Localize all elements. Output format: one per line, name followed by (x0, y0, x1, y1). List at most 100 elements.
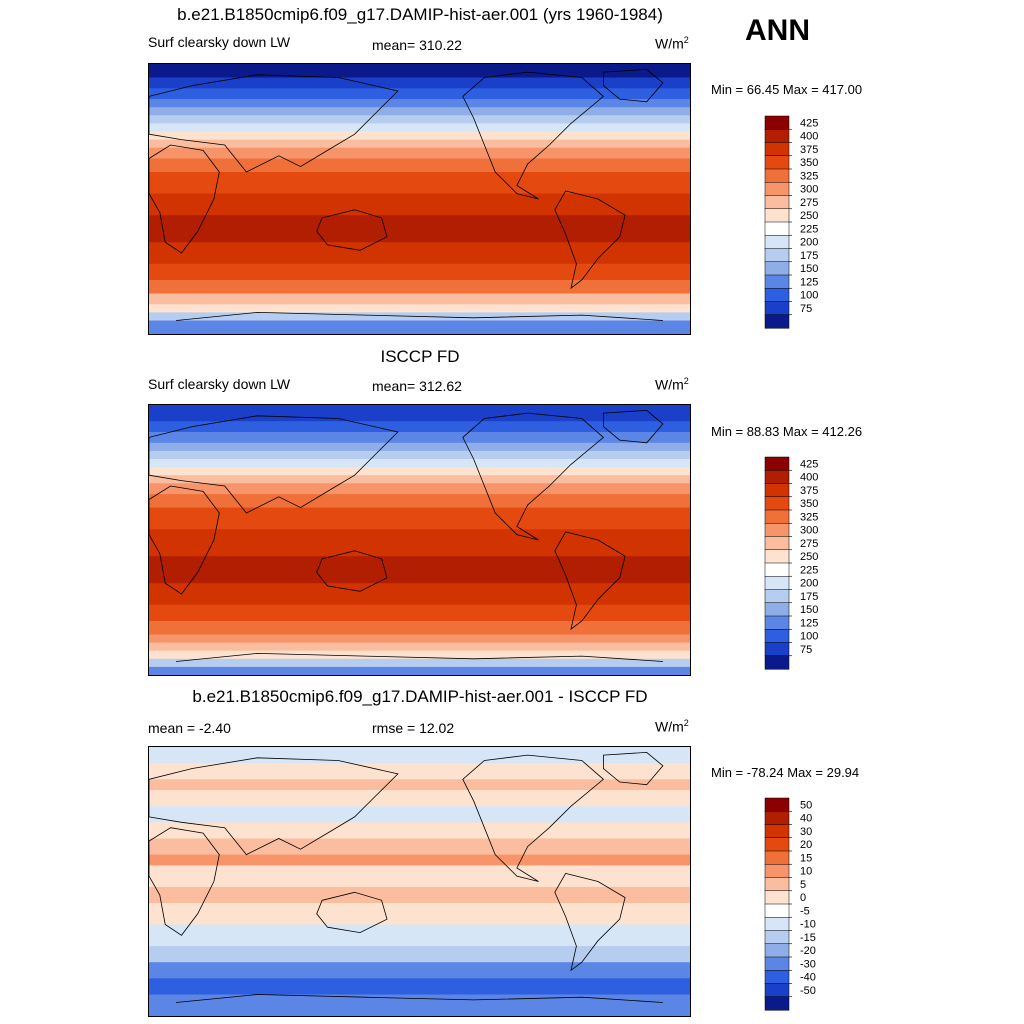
panel-2-colorbar-label-13: 100 (800, 631, 818, 643)
panel-2-band-18 (149, 650, 690, 660)
panel-3-band-7 (149, 854, 690, 866)
panel-2-coastline-2 (602, 409, 664, 444)
panel-1-colorbar-label-2: 375 (800, 144, 818, 156)
panel-1-band-3 (149, 99, 690, 108)
panel-1-colorbar-label-13: 100 (800, 290, 818, 302)
panel-1-colorbar-label-3: 350 (800, 157, 818, 169)
panel-1-band-9 (149, 147, 690, 159)
panel-2-colorbar-box-0 (764, 456, 790, 471)
panel-1-coastline-0 (462, 71, 605, 200)
panel-2-colorbar-box-13 (764, 629, 790, 644)
panel-3-colorbar-box-1 (764, 811, 790, 826)
panel-2-colorbar-box-9 (764, 576, 790, 591)
panel-2-colorbar-box-10 (764, 589, 790, 604)
panel-2-band-15 (149, 621, 690, 635)
panel-2-colorbar-box-14 (764, 642, 790, 657)
panel-3-colorbar-label-3: 20 (800, 839, 812, 851)
panel-1-colorbar-box-5 (764, 182, 790, 197)
panel-2-mean-label: mean= 312.62 (372, 378, 462, 394)
panel-1-coastline-2 (602, 68, 664, 103)
panel-3-band-15 (149, 994, 690, 1016)
panel-1-colorbar-box-12 (764, 274, 790, 289)
panel-1-colorbar-label-12: 125 (800, 276, 818, 288)
panel-2-band-17 (149, 642, 690, 652)
panel-2-coastline-1 (554, 531, 626, 631)
panel-2-band-11 (149, 529, 690, 557)
panel-1-coastline-1 (554, 190, 626, 290)
panel-1-colorbar-box-7 (764, 208, 790, 223)
panel-2-band-16 (149, 634, 690, 644)
panel-1-variable-label: Surf clearsky down LW (148, 34, 291, 50)
panel-3-colorbar-label-10: -15 (800, 932, 816, 944)
panel-1-band-8 (149, 139, 690, 149)
panel-1-band-0 (149, 64, 690, 78)
panel-2-colorbar-label-4: 325 (800, 511, 818, 523)
panel-1-colorbar-label-6: 275 (800, 197, 818, 209)
panel-3-band-12 (149, 946, 690, 963)
panel-3-colorbar-label-1: 40 (800, 813, 812, 825)
panel-3-band-2 (149, 779, 690, 791)
panel-3-colorbar-box-12 (764, 956, 790, 971)
panel-2-colorbar-label-3: 350 (800, 498, 818, 510)
panel-2-band-12 (149, 556, 690, 584)
panel-1-coastline-3 (149, 144, 220, 254)
panel-1-band-17 (149, 293, 690, 305)
panel-2-coastline-0 (462, 412, 605, 541)
panel-2-colorbar-box-4 (764, 509, 790, 524)
panel-3-colorbar-box-9 (764, 917, 790, 932)
panel-3-band-5 (149, 822, 690, 839)
panel-3-mean-label: mean = -2.40 (148, 720, 231, 736)
panel-1-colorbar-box-8 (764, 221, 790, 236)
panel-3-band-3 (149, 790, 690, 807)
panel-2-colorbar-label-8: 225 (800, 564, 818, 576)
panel-3-colorbar-label-14: -50 (800, 985, 816, 997)
panel-1-colorbar-box-9 (764, 235, 790, 250)
panel-1-band-6 (149, 123, 690, 132)
panel-2-colorbar-label-7: 250 (800, 551, 818, 563)
panel-3-colorbar-box-6 (764, 877, 790, 892)
panel-1-band-12 (149, 193, 690, 216)
panel-3-colorbar-label-8: -5 (800, 905, 810, 917)
panel-1-colorbar-box-1 (764, 129, 790, 144)
panel-1-colorbar-box-13 (764, 288, 790, 303)
panel-3-colorbar-box-5 (764, 864, 790, 879)
panel-1-minmax: Min = 66.45 Max = 417.00 (711, 82, 863, 97)
panel-3-colorbar-label-11: -20 (800, 945, 816, 957)
panel-3-colorbar-box-14 (764, 983, 790, 998)
panel-2-band-6 (149, 467, 690, 476)
panel-3-colorbar-label-0: 50 (800, 799, 812, 811)
panel-1-band-16 (149, 280, 690, 294)
panel-2-band-8 (149, 483, 690, 495)
panel-2-title: ISCCP FD (380, 347, 460, 366)
panel-3-band-9 (149, 886, 690, 904)
panel-2-colorbar-box-12 (764, 615, 790, 630)
panel-2-band-1 (149, 421, 690, 433)
panel-1-colorbar-box-6 (764, 195, 790, 210)
panel-3-band-6 (149, 838, 690, 856)
panel-3-rmse-label: rmse = 12.02 (372, 720, 455, 736)
panel-3-colorbar-box-8 (764, 903, 790, 918)
panel-3-colorbar-label-13: -40 (800, 972, 816, 984)
panel-3-colorbar-label-4: 15 (800, 852, 812, 864)
panel-1-colorbar-label-9: 200 (800, 237, 818, 249)
panel-3-colorbar-label-5: 10 (800, 866, 812, 878)
panel-1-colorbar-label-4: 325 (800, 170, 818, 182)
panel-1-coastline-4 (149, 74, 399, 173)
panel-1-colorbar-box-15 (764, 314, 790, 329)
panel-1-band-5 (149, 115, 690, 124)
panel-1-colorbar-box-10 (764, 248, 790, 263)
panel-2-map (148, 404, 691, 676)
panel-1-band-7 (149, 131, 690, 141)
panel-1-band-13 (149, 215, 690, 243)
panel-2-band-4 (149, 450, 690, 460)
panel-2-minmax: Min = 88.83 Max = 412.26 (711, 424, 863, 439)
panel-2-colorbar-label-10: 175 (800, 591, 818, 603)
panel-2-band-7 (149, 475, 690, 484)
panel-3-colorbar-box-11 (764, 943, 790, 958)
panel-1-band-18 (149, 304, 690, 313)
panel-2-colorbar-box-5 (764, 523, 790, 538)
panel-2-colorbar-label-2: 375 (800, 485, 818, 497)
panel-3-band-14 (149, 978, 690, 995)
panel-2-colorbar-box-6 (764, 536, 790, 551)
